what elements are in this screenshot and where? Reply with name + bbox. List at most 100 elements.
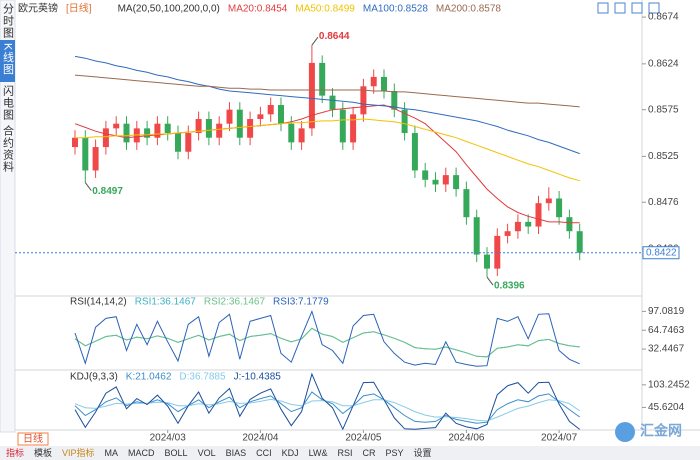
- legend-entry: D:36.7885: [179, 372, 226, 383]
- toolbar-item[interactable]: MACD: [128, 448, 155, 458]
- period-label: [日线]: [66, 2, 92, 15]
- indicator-line: [74, 104, 580, 224]
- x-tick-label: 2024/04: [242, 433, 279, 444]
- toolbar-item[interactable]: 模板: [34, 447, 52, 458]
- candle-body: [216, 123, 223, 138]
- candle-body: [535, 203, 542, 227]
- candle-body: [298, 128, 305, 143]
- indicator-line: [74, 372, 581, 431]
- sidebar-tab[interactable]: 分时图: [2, 3, 15, 39]
- period-button[interactable]: 日线: [23, 432, 43, 445]
- toolbar-item[interactable]: RSI: [337, 448, 352, 458]
- candle-body: [442, 175, 449, 185]
- candle-body: [360, 86, 367, 115]
- candle-body: [123, 123, 130, 143]
- annotation: 0.8396: [494, 281, 525, 292]
- candle-body: [102, 128, 109, 148]
- candle-body: [370, 76, 377, 87]
- candle-body: [113, 123, 120, 129]
- legend-entry: RSI3:7.1779: [273, 297, 329, 308]
- indicator-label: MA(20,50,100,200,0,0): [118, 4, 220, 15]
- legend-entry: MA200:0.8578: [436, 4, 501, 15]
- candle-body: [308, 62, 315, 129]
- candle-body: [453, 175, 460, 190]
- y-tick-label: 64.7463: [648, 325, 685, 336]
- sidebar-tab[interactable]: 合约资料: [2, 124, 15, 173]
- toolbar-item[interactable]: PSY: [385, 448, 403, 458]
- y-tick-label: 0.8624: [648, 58, 679, 69]
- candle-body: [432, 179, 439, 185]
- chart-title: 欧元英镑: [18, 2, 58, 15]
- y-tick-label: 97.0819: [648, 306, 685, 317]
- last-price-label: 0.8422: [646, 247, 677, 258]
- logo: 汇金网: [640, 423, 682, 439]
- candle-body: [381, 76, 387, 91]
- candle-body: [257, 114, 264, 120]
- candle-body: [401, 109, 408, 134]
- candle-body: [566, 217, 573, 232]
- candle-body: [154, 123, 161, 138]
- toolbar-item[interactable]: 指标: [6, 447, 24, 458]
- candle-body: [72, 137, 78, 148]
- candle-body: [175, 133, 181, 152]
- active-tab-bg: [0, 40, 15, 82]
- y-tick-label: 32.4467: [648, 344, 685, 355]
- indicator-line: [75, 118, 580, 182]
- chart-title: KDJ(9,3,3): [70, 372, 118, 383]
- indicator-line: [74, 327, 580, 358]
- candle-body: [473, 217, 480, 255]
- candle-body: [319, 62, 326, 96]
- candle-body: [525, 221, 532, 227]
- toolbar-item[interactable]: BOLL: [165, 448, 188, 458]
- legend-entry: MA100:0.8528: [363, 4, 428, 15]
- sidebar-tab[interactable]: 闪电图: [2, 84, 15, 121]
- last-price-box: [642, 246, 680, 260]
- candle-body: [247, 119, 254, 138]
- legend-entry: RSI2:36.1467: [204, 297, 266, 308]
- y-tick-label: 45.6204: [648, 402, 685, 413]
- toolbar-bg: [0, 446, 700, 460]
- toolbar-item[interactable]: MA: [105, 448, 119, 458]
- candle-body: [422, 170, 429, 180]
- logo-icon: [615, 422, 635, 442]
- candle-body: [484, 254, 490, 269]
- toolbar-item[interactable]: VIP指标: [62, 447, 95, 458]
- y-tick-label: 103.2452: [648, 379, 690, 390]
- candle-body: [205, 119, 212, 138]
- toolbar-item[interactable]: VOL: [198, 448, 216, 458]
- candle-body: [288, 123, 295, 143]
- toolbar-item[interactable]: CR: [362, 448, 375, 458]
- candle-body: [278, 104, 284, 124]
- candle-body: [391, 90, 398, 110]
- annotation-leader: [311, 36, 319, 46]
- toolbar-item[interactable]: BIAS: [226, 448, 247, 458]
- toolbar-item[interactable]: LW&: [309, 448, 328, 458]
- candle-body: [164, 123, 171, 134]
- toolbar-item[interactable]: 设置: [413, 448, 431, 458]
- candle-body: [463, 189, 470, 218]
- legend-entry: J:-10.4385: [234, 372, 282, 383]
- toolbar-item[interactable]: CCI: [256, 448, 272, 458]
- candle-body: [185, 133, 192, 152]
- candle-body: [350, 114, 357, 143]
- indicator-line: [74, 391, 580, 424]
- indicator-line: [74, 74, 580, 108]
- toolbar-item[interactable]: KDJ: [282, 448, 299, 458]
- indicator-line: [74, 55, 580, 155]
- legend-entry: MA20:0.8454: [228, 4, 288, 15]
- chart-title: RSI(14,14,2): [70, 297, 127, 308]
- indicator-line: [74, 398, 580, 422]
- sidebar-tab[interactable]: K线图: [2, 43, 15, 75]
- candle-body: [329, 95, 336, 110]
- candle-body: [411, 133, 418, 171]
- candle-body: [504, 231, 511, 236]
- y-tick-label: 0.8674: [648, 12, 679, 23]
- x-tick-label: 2024/06: [448, 433, 485, 444]
- candle-body: [92, 147, 99, 171]
- sidebar: [0, 0, 16, 433]
- candle-body: [195, 119, 202, 134]
- candle-body: [267, 104, 274, 115]
- candle-body: [545, 198, 552, 204]
